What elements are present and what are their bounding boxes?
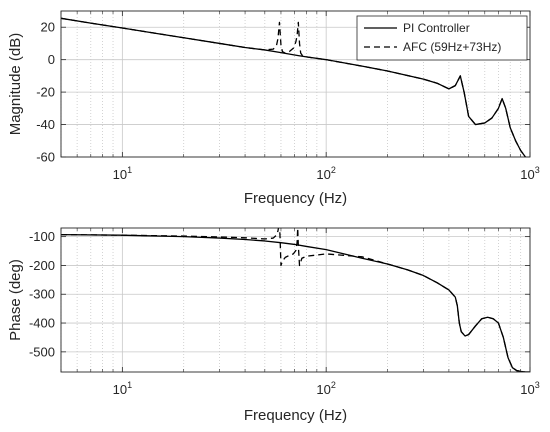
x-axis-label: Frequency (Hz) <box>244 407 347 424</box>
y-tick-label: -200 <box>29 258 55 273</box>
x-tick-label-base: 10 <box>520 167 534 182</box>
x-tick-label: 102 <box>316 165 335 182</box>
x-tick-label: 103 <box>520 380 539 397</box>
y-tick-label: -20 <box>36 85 55 100</box>
x-tick-label-exponent: 3 <box>535 165 540 175</box>
y-axis-label: Magnitude (dB) <box>7 33 24 136</box>
y-tick-label: -500 <box>29 344 55 359</box>
x-tick-label: 103 <box>520 165 539 182</box>
y-tick-label: -300 <box>29 287 55 302</box>
legend-box <box>356 15 528 61</box>
x-tick-label: 101 <box>113 165 132 182</box>
y-axis-label: Phase (deg) <box>7 259 24 341</box>
axes-box <box>60 227 531 373</box>
series-line-afc <box>61 228 530 372</box>
x-tick-label-base: 10 <box>113 382 127 397</box>
x-tick-label-base: 10 <box>316 382 330 397</box>
y-tick-label: 20 <box>41 20 55 35</box>
y-tick-label: -400 <box>29 316 55 331</box>
x-tick-label-exponent: 1 <box>127 380 132 390</box>
x-tick-label: 101 <box>113 380 132 397</box>
legend: PI Controller AFC (59Hz+73Hz) <box>356 15 528 61</box>
x-tick-label-exponent: 3 <box>535 380 540 390</box>
x-tick-label: 102 <box>316 380 335 397</box>
x-tick-label-base: 10 <box>316 167 330 182</box>
plot-area <box>61 228 530 372</box>
y-tick-label: 0 <box>48 52 55 67</box>
legend-label-pi-controller: PI Controller <box>403 21 470 35</box>
x-tick-label-exponent: 1 <box>127 165 132 175</box>
axes-box <box>60 10 531 158</box>
x-tick-label-base: 10 <box>113 167 127 182</box>
y-tick-label: -40 <box>36 117 55 132</box>
series-line-afc <box>61 17 527 157</box>
x-axis-label: Frequency (Hz) <box>244 190 347 207</box>
y-tick-label: -60 <box>36 150 55 165</box>
y-tick-label: -100 <box>29 229 55 244</box>
x-tick-label-base: 10 <box>520 382 534 397</box>
x-tick-label-exponent: 2 <box>331 165 336 175</box>
legend-label-afc: AFC (59Hz+73Hz) <box>403 40 501 54</box>
x-tick-label-exponent: 2 <box>331 380 336 390</box>
